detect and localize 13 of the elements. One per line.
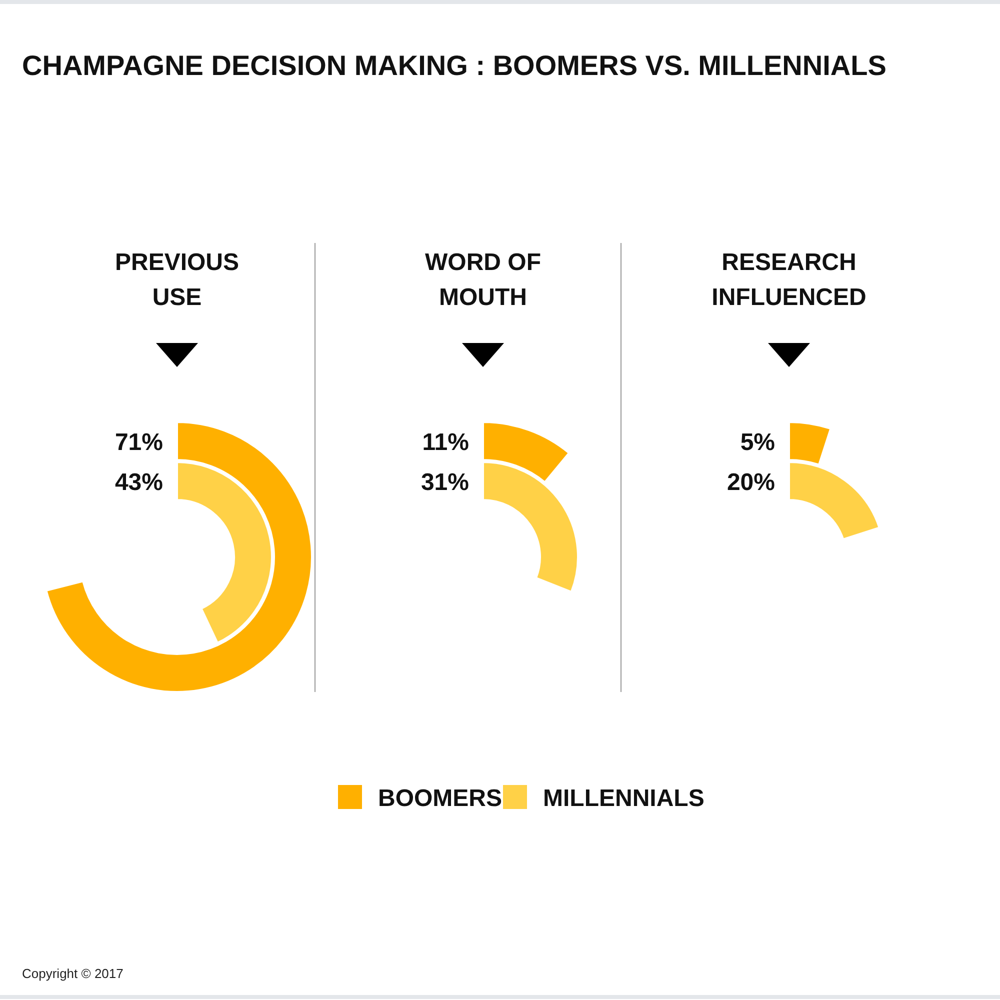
category-label: PREVIOUS USE [114, 249, 240, 311]
data-label: 31% [420, 469, 469, 496]
data-label: 71% [114, 429, 163, 456]
legend-label: MILLENNIALS [543, 785, 704, 812]
text: CHAMPAGNE DECISION MAKING : BOOMERS VS. MILLENNIALS [22, 50, 886, 81]
data-label: 5% [740, 429, 775, 456]
category-label: WORD OF MOUTH [425, 249, 541, 311]
text: Copyright © 2017 [22, 966, 124, 981]
legend-label: BOOMERS [378, 785, 502, 812]
category-label: RESEARCH INFLUENCED [712, 249, 866, 311]
data-label: 11% [422, 429, 469, 456]
data-label: 43% [114, 469, 163, 496]
data-label: 20% [726, 469, 775, 496]
